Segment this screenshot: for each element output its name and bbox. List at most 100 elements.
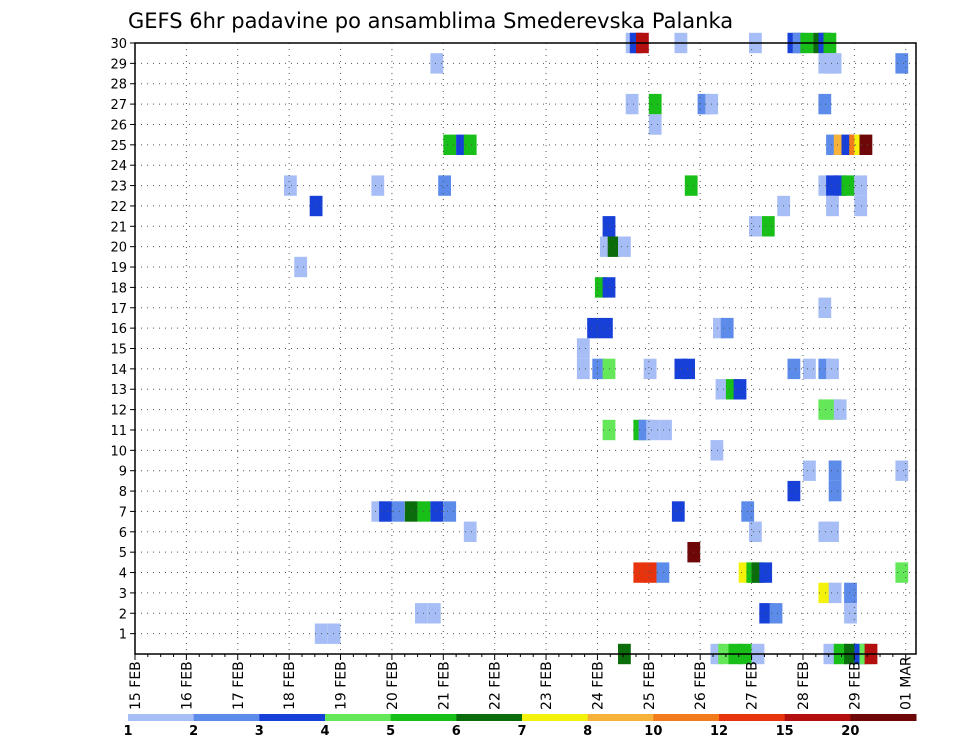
y-tick-label: 5 [119, 546, 127, 561]
x-tick-label: 15 FEB [128, 661, 144, 710]
colorbar-label: 10 [644, 724, 662, 739]
y-axis: 1234567891011121314151617181920212223242… [110, 37, 135, 643]
colorbar-swatch [128, 714, 195, 721]
precip-cell [684, 175, 698, 196]
precip-cell [787, 358, 801, 380]
y-tick-label: 22 [110, 200, 127, 215]
precip-cell [828, 460, 842, 481]
y-tick-label: 1 [119, 628, 127, 643]
precip-cell [576, 358, 590, 380]
precip-cell [803, 460, 816, 481]
y-tick-label: 2 [119, 607, 127, 622]
colorbar-swatch [259, 714, 326, 721]
colorbar-swatch [587, 714, 654, 721]
x-tick-label: 21 FEB [436, 661, 452, 710]
precip-cell [854, 195, 868, 217]
precip-cell [443, 134, 457, 155]
precip-cell [643, 562, 657, 583]
precip-cell [600, 317, 613, 339]
x-tick-label: 24 FEB [590, 661, 606, 710]
colorbar-swatch [193, 714, 260, 721]
y-tick-label: 9 [119, 465, 127, 480]
precip-cell [749, 521, 762, 542]
precip-cell [430, 53, 444, 74]
x-axis: 15 FEB 16 FEB 17 FEB 18 FEB 19 FEB 20 FEB 21 F… [128, 654, 915, 710]
precip-cell [844, 582, 857, 604]
y-tick-label: 7 [119, 505, 127, 520]
y-tick-label: 18 [110, 281, 127, 296]
x-tick-label: 01 MAR [899, 656, 915, 710]
precip-cell [327, 623, 341, 644]
precip-cell [643, 358, 657, 380]
precip-cell [427, 603, 441, 624]
precip-cell [818, 399, 832, 420]
precip-cell [646, 419, 659, 441]
precip-cell [682, 358, 695, 380]
precip-cell [818, 93, 832, 115]
x-tick-label: 16 FEB [179, 661, 195, 710]
y-tick-label: 25 [110, 139, 127, 154]
precip-cell [294, 256, 308, 278]
precip-cell [826, 358, 839, 380]
precip-cell [895, 460, 909, 481]
colorbar-swatch [456, 714, 523, 721]
y-tick-label: 11 [110, 424, 127, 439]
precip-cell [309, 195, 323, 217]
x-tick-label: 19 FEB [334, 661, 350, 710]
colorbar-swatch [325, 714, 392, 721]
colorbar-label: 15 [776, 724, 794, 739]
precip-cell [648, 93, 662, 115]
precip-cell [803, 358, 816, 380]
precip-cell [284, 175, 297, 196]
x-tick-label: 18 FEB [282, 661, 298, 710]
precip-cell [607, 236, 621, 257]
colorbar-label: 2 [189, 724, 198, 739]
precip-cell [371, 175, 385, 196]
colorbar-label: 7 [517, 724, 526, 739]
x-tick-label: 25 FEB [642, 661, 658, 710]
y-tick-label: 8 [119, 485, 127, 500]
colorbar-label: 12 [710, 724, 728, 739]
precip-cell [787, 480, 801, 502]
precip-cell [761, 216, 775, 237]
precip-cell [656, 562, 670, 583]
precip-cell [391, 501, 405, 522]
y-tick-label: 21 [110, 220, 127, 235]
colorbar-swatch [522, 714, 589, 721]
precip-cell [592, 358, 606, 380]
precip-cell [715, 379, 729, 400]
x-tick-label: 28 FEB [796, 661, 812, 710]
precip-cell [826, 195, 839, 217]
precip-cell [379, 501, 392, 522]
precip-cell [463, 521, 477, 542]
precip-cell [828, 53, 842, 74]
precip-cell [828, 582, 842, 604]
precip-cell [443, 501, 457, 522]
precip-cell [895, 53, 909, 74]
y-tick-label: 14 [110, 363, 127, 378]
colorbar-label: 5 [386, 724, 395, 739]
x-tick-label: 27 FEB [745, 661, 761, 710]
y-tick-label: 3 [119, 587, 127, 602]
colorbar: 1 2 3 4 5 6 7 8 10 12 15 20 [123, 714, 917, 739]
y-tick-label: 28 [110, 78, 127, 93]
chart-title: GEFS 6hr padavine po ansamblima Smederev… [128, 9, 733, 33]
y-tick-label: 26 [110, 118, 127, 133]
precip-cell [844, 603, 857, 624]
precip-cell [720, 317, 734, 339]
colorbar-label: 3 [255, 724, 264, 739]
x-tick-label: 26 FEB [693, 661, 709, 710]
y-tick-label: 17 [110, 302, 127, 317]
precip-cell [854, 175, 868, 196]
colorbar-swatch [653, 714, 720, 721]
colorbar-swatch [784, 714, 851, 721]
precip-cell [415, 603, 428, 624]
precip-cell [818, 582, 832, 604]
y-tick-label: 29 [110, 57, 127, 72]
y-tick-label: 10 [110, 444, 127, 459]
colorbar-label: 6 [452, 724, 461, 739]
precip-cell [818, 297, 832, 318]
x-tick-label: 20 FEB [385, 661, 401, 710]
precip-cell [587, 317, 600, 339]
